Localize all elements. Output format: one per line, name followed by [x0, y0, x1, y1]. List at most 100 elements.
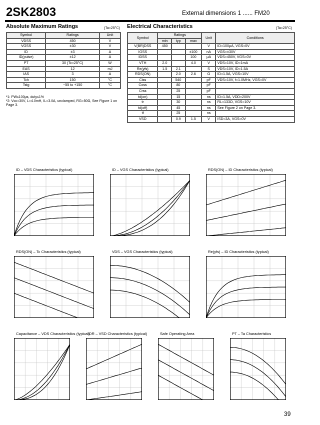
table-cell: VDS=10V, ID=1mA	[215, 60, 295, 67]
frame	[86, 338, 142, 400]
footnote: *1: PW≤100μs, duty≤1%	[6, 95, 44, 99]
table-cell: V	[201, 60, 217, 67]
table-cell: ISD=3A, VGS=0V	[215, 115, 295, 123]
table-cell: −55 to +150	[45, 82, 100, 89]
page: 2SK2803 External dimensions 1 ...... FM2…	[5, 5, 295, 418]
table-row: Tstg −55 to +150 °C	[5, 82, 121, 89]
curve	[230, 371, 286, 400]
graph-title: ID – VGS Characteristics (typical)	[112, 168, 169, 172]
curve	[110, 277, 190, 316]
page-number: 39	[284, 412, 291, 418]
graph	[110, 174, 190, 236]
table-row: td(off) 45 ns See Figure 2 on Page 3.	[126, 104, 295, 112]
section-note: (Ta=25°C)	[276, 26, 292, 30]
table-cell: Ω	[201, 71, 217, 78]
section-title: Electrical Characteristics	[127, 24, 193, 30]
curve	[86, 391, 142, 400]
table-cell: See Figure 2 on Page 3.	[215, 104, 295, 112]
graph-title: PT – Ta Characteristics	[232, 332, 272, 336]
table-cell: pF	[201, 76, 217, 84]
column-header: Unit	[201, 31, 217, 45]
abs-table-wrap: Symbol Ratings Unit VDSS 450 V VGSS ±30 V ID ±3 A ID…	[5, 32, 121, 89]
abs-max-table: Symbol Ratings Unit VDSS 450 V VGSS ±30 V ID ±3 A ID…	[5, 32, 121, 89]
table-row: RDS(ON) 2.0 2.6 Ω ID=1.5A, VGS=10V	[126, 71, 295, 78]
graph	[230, 338, 286, 400]
frame	[230, 338, 286, 400]
curve	[206, 286, 286, 318]
table-row: Ciss 540 pF VDS=10V, f=1.0MHz, VGS=0V	[126, 76, 295, 84]
table-cell: ns	[201, 104, 217, 112]
table-cell: VDS=10V, ID=1.5A	[215, 65, 295, 73]
curve	[14, 344, 70, 400]
rule	[5, 20, 295, 22]
table-cell: Crss	[126, 87, 159, 95]
table-row: td(on) 15 ns ID=1.5A, VDD≈200V	[126, 93, 295, 101]
table-cell	[215, 87, 295, 95]
table-row: VSD 0.9 1.5 V ISD=3A, VGS=0V	[126, 115, 295, 123]
curve	[14, 277, 94, 309]
table-row: Re(yfs) 1.5 2.1 S VDS=10V, ID=1.5A	[126, 65, 295, 73]
curve	[110, 179, 190, 236]
curve	[230, 347, 286, 385]
table-row: tr 30 ns RL=133Ω, VGS=10V	[126, 99, 295, 106]
graph	[206, 174, 286, 236]
table-cell: VTH	[126, 60, 159, 67]
table-cell: 1.5	[184, 115, 203, 123]
curve	[206, 299, 286, 318]
table-cell: °C	[99, 76, 121, 84]
table-cell: A	[99, 71, 121, 78]
curve	[14, 192, 94, 236]
table-cell: Ciss	[126, 76, 159, 84]
table-cell: VSD	[126, 115, 159, 123]
table-cell: ID=1.5A, VDD≈200V	[215, 93, 295, 101]
table-cell: RL=133Ω, VGS=10V	[215, 99, 295, 106]
table-cell: Re(yfs)	[126, 65, 159, 73]
table-cell: PT	[5, 60, 47, 67]
table-cell: pF	[201, 82, 217, 89]
graph	[206, 256, 286, 318]
table-row: Crss 25 pF	[126, 87, 295, 95]
curve	[230, 359, 286, 398]
curve	[206, 179, 286, 206]
curve	[110, 289, 190, 318]
table-row: Coss 80 pF	[126, 82, 295, 89]
curve	[14, 261, 94, 294]
table-cell: W	[99, 60, 121, 67]
curve	[14, 292, 94, 318]
curve	[14, 344, 70, 400]
table-cell: tr	[126, 99, 159, 106]
table-cell	[215, 82, 295, 89]
frame	[14, 256, 94, 318]
graph-title: RDS(ON) – Tc Characteristics (typical)	[16, 250, 81, 254]
table-cell: RDS(ON)	[126, 71, 159, 78]
curve	[14, 344, 70, 400]
table-cell: Coss	[126, 82, 159, 89]
graph	[86, 338, 142, 400]
table-row: EAS 12 mJ	[5, 65, 121, 73]
table-cell: td(on)	[126, 93, 159, 101]
graph-title: Safe Operating Area	[160, 332, 195, 336]
curve	[86, 343, 142, 370]
graph	[110, 256, 190, 318]
table-cell: ns	[201, 99, 217, 106]
curve	[110, 180, 190, 236]
frame	[158, 338, 214, 400]
curve	[110, 180, 190, 236]
graph	[14, 338, 70, 400]
table-cell: V	[201, 115, 217, 123]
curve	[158, 359, 214, 391]
table-row: VTH 2.0 4.0 V VDS=10V, ID=1mA	[126, 60, 295, 67]
graph-title: IDR – VSD Characteristics (typical)	[88, 332, 148, 336]
curve	[110, 265, 190, 303]
graph	[14, 174, 94, 236]
header-row: Symbol Ratings Unit Conditions	[126, 31, 295, 45]
graph	[158, 338, 214, 400]
table-cell: ns	[201, 93, 217, 101]
curve	[206, 203, 286, 221]
frame	[14, 338, 70, 400]
graph-title: ID – VDS Characteristics (typical)	[16, 168, 73, 172]
graph-title: RDS(ON) – ID Characteristics (typical)	[208, 168, 273, 172]
footnote: *2: Vcc=30V, L=4.0mH, IL=3.0A, unclamped…	[6, 99, 118, 107]
curve	[86, 367, 142, 385]
table-cell: ID=1.5A, VGS=10V	[215, 71, 295, 78]
